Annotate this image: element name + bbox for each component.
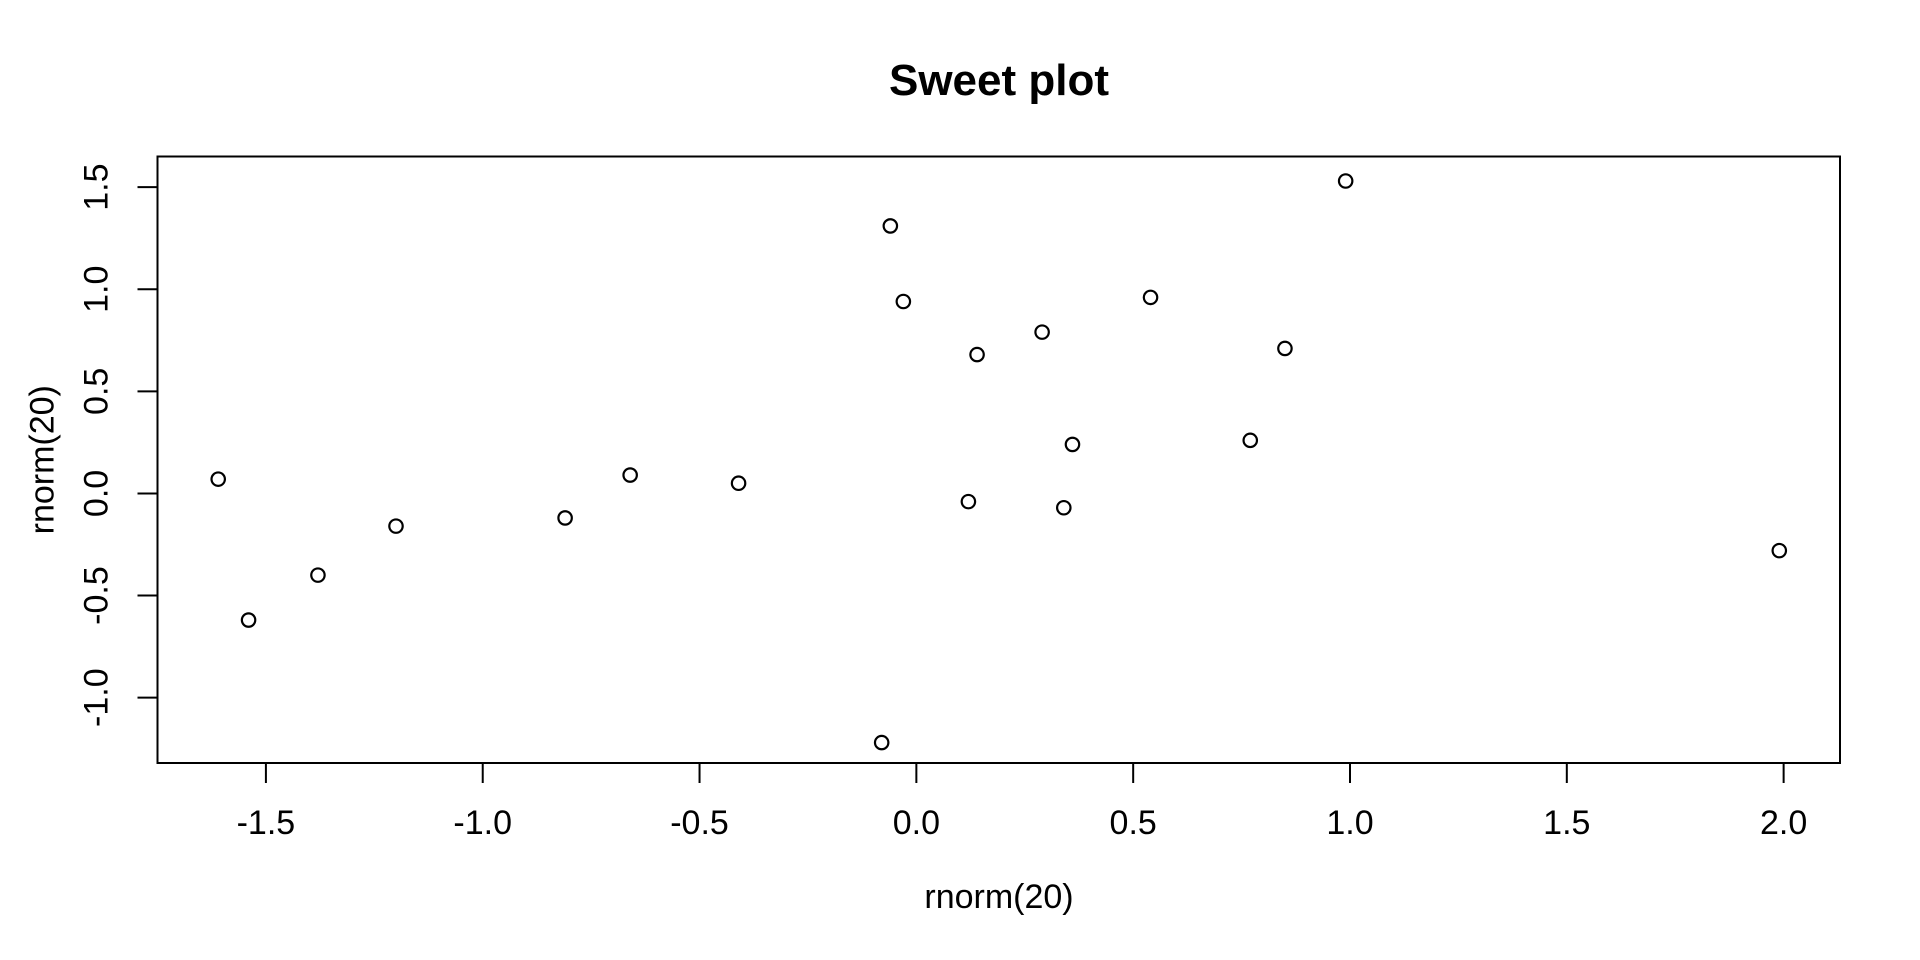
data-point [730, 475, 747, 492]
x-tick-label: 0.5 [1110, 804, 1157, 842]
data-point [969, 346, 985, 363]
x-axis: -1.5 -1.0 -0.5 0.0 0.5 1.0 1.5 2.0 [237, 763, 1807, 842]
data-point [1055, 499, 1072, 516]
y-axis-title: rnorm(20) [24, 385, 62, 534]
x-tick-label: -1.0 [453, 804, 512, 842]
x-tick-label: -1.5 [237, 804, 296, 842]
data-point [1337, 173, 1354, 189]
data-point [210, 471, 227, 487]
y-tick-label: 1.5 [78, 163, 116, 210]
data-point [1142, 289, 1159, 306]
y-tick-label: 0.0 [78, 470, 116, 517]
data-point [240, 612, 257, 628]
data-points [210, 173, 1788, 751]
data-point [388, 518, 404, 534]
y-tick-label: -1.0 [78, 668, 116, 727]
data-point [960, 493, 977, 510]
x-tick-label: 2.0 [1760, 804, 1807, 842]
data-point [895, 293, 912, 310]
data-point [1064, 436, 1081, 453]
y-tick-label: 0.5 [78, 368, 116, 415]
x-tick-label: 0.0 [893, 804, 940, 842]
y-axis: -1.0 -0.5 0.0 0.5 1.0 1.5 [78, 163, 158, 727]
x-tick-label: -0.5 [670, 804, 729, 842]
data-point [882, 218, 899, 234]
y-tick-label: -0.5 [78, 566, 116, 625]
data-point [1277, 340, 1293, 357]
x-tick-label: 1.5 [1543, 804, 1590, 842]
data-point [873, 734, 890, 751]
plot-title: Sweet plot [889, 56, 1109, 105]
data-point [557, 510, 573, 526]
data-point [1771, 542, 1788, 559]
data-point [622, 467, 638, 483]
x-tick-label: 1.0 [1326, 804, 1373, 842]
data-point [1034, 324, 1050, 340]
data-point [1242, 432, 1259, 449]
data-point [310, 567, 326, 583]
plot-area-border [156, 155, 1841, 764]
x-axis-title: rnorm(20) [924, 878, 1073, 916]
y-tick-label: 1.0 [78, 266, 116, 313]
